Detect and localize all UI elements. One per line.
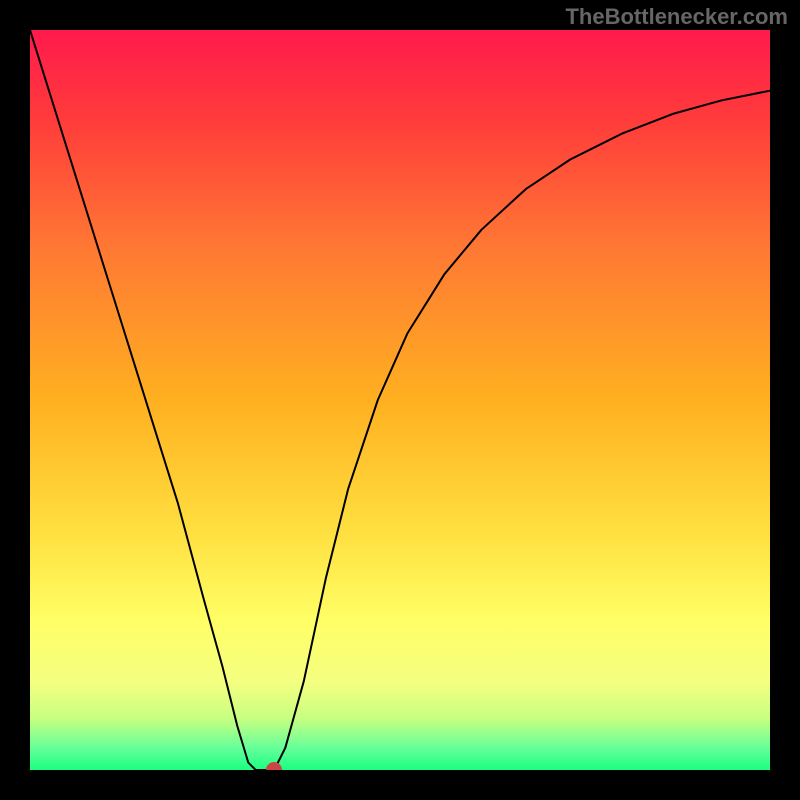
chart-container: TheBottlenecker.com: [0, 0, 800, 800]
curve-path: [30, 30, 770, 770]
minimum-marker: [266, 762, 282, 778]
attribution-text: TheBottlenecker.com: [565, 4, 788, 30]
bottleneck-curve: [30, 30, 770, 770]
plot-area: [30, 30, 770, 770]
